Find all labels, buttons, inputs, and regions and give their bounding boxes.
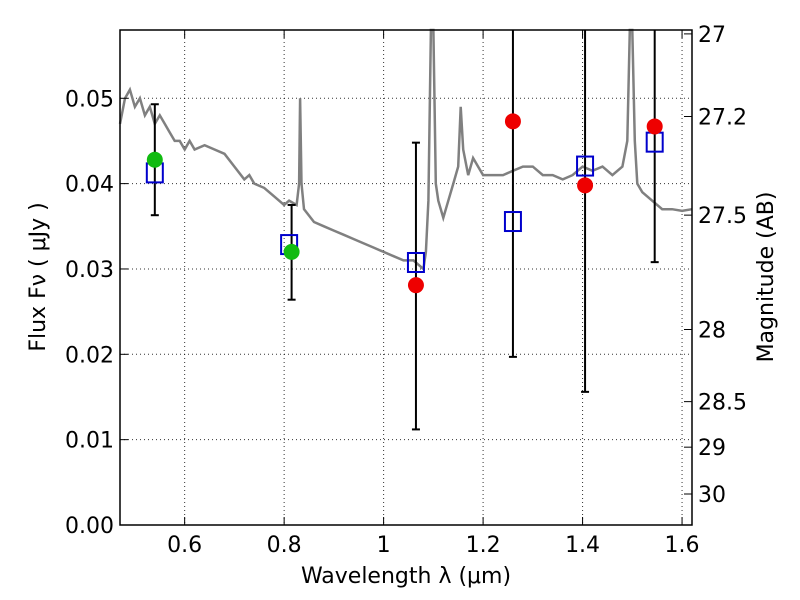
right-tick-label: 28.5 [698, 391, 747, 416]
y-tick-label: 0.02 [65, 343, 114, 368]
model-square [576, 155, 595, 177]
x-tick-label: 1 [377, 533, 391, 558]
sed-model-line [118, 28, 693, 272]
right-tick-label: 27.2 [698, 106, 747, 131]
upper-limit-point [504, 113, 521, 130]
y-tick-label: 0.00 [65, 514, 114, 539]
x-axis-label: Wavelength λ (μm) [301, 564, 511, 589]
y-axis-label-right: Magnitude (AB) [754, 192, 779, 363]
x-tick-label: 1.4 [565, 533, 600, 558]
right-tick-label: 29 [698, 436, 726, 461]
detection-point [283, 243, 300, 260]
model-square [503, 211, 522, 233]
y-tick-label: 0.04 [65, 173, 114, 198]
left-axis: 0.00 0.01 0.02 0.03 0.04 0.05 [65, 87, 128, 539]
plot-frame [119, 29, 693, 526]
x-tick-label: 1.2 [466, 533, 501, 558]
right-axis: 27 27.2 27.5 28 28.5 29 30 [684, 23, 747, 508]
bottom-axis: 0.6 0.8 1 1.2 1.4 1.6 [167, 30, 700, 558]
x-tick-label: 0.6 [167, 533, 202, 558]
sed-line-layer [118, 28, 693, 272]
upper-limit-point [646, 118, 663, 135]
upper-limit-point [407, 277, 424, 294]
x-tick-label: 1.6 [665, 533, 700, 558]
point-layer [146, 113, 663, 294]
y-tick-label: 0.01 [65, 429, 114, 454]
y-tick-label: 0.05 [65, 87, 114, 112]
error-bar-layer [150, 30, 659, 431]
detection-point [146, 151, 163, 168]
y-tick-label: 0.03 [65, 258, 114, 283]
x-tick-label: 0.8 [267, 533, 302, 558]
right-tick-label: 28 [698, 318, 726, 343]
right-tick-label: 27.5 [698, 204, 747, 229]
model-square [406, 251, 425, 273]
grid-lines [120, 30, 692, 525]
right-tick-label: 30 [698, 483, 726, 508]
upper-limit-point [577, 177, 594, 194]
right-tick-label: 27 [698, 23, 726, 48]
y-axis-label-left: Flux Fν ( μJy ) [26, 202, 51, 351]
